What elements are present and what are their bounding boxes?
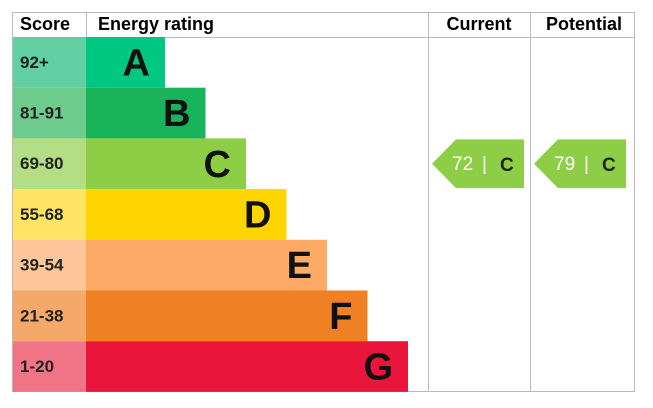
- rating-bar: [86, 37, 165, 88]
- potential-separator: |: [584, 154, 589, 175]
- rating-bar: [86, 290, 368, 342]
- score-label: 39-54: [20, 256, 64, 275]
- score-cell: [13, 290, 86, 342]
- score-cell: [13, 37, 86, 88]
- current-rating: C: [500, 155, 514, 176]
- rating-letter: A: [123, 42, 150, 84]
- score-label: 1-20: [20, 357, 54, 376]
- rating-letter: E: [287, 245, 312, 287]
- score-label: 92+: [20, 53, 49, 72]
- rating-bar: [86, 239, 327, 291]
- score-cell: [13, 341, 86, 392]
- header-potential: Potential: [546, 14, 622, 34]
- rating-letter: F: [329, 296, 352, 338]
- score-cell: [13, 87, 86, 139]
- potential-arrow: [534, 139, 626, 189]
- rating-bar: [86, 341, 408, 392]
- rating-bar: [86, 189, 287, 240]
- current-separator: |: [482, 154, 487, 175]
- potential-value: 79: [554, 154, 575, 175]
- rating-bar: [86, 87, 206, 139]
- current-arrow: [432, 139, 524, 189]
- score-cell: [13, 189, 86, 240]
- current-value: 72: [452, 154, 473, 175]
- score-label: 81-91: [20, 104, 63, 123]
- header-rating: Energy rating: [98, 14, 214, 34]
- header-current: Current: [446, 14, 511, 34]
- rating-bar: [86, 138, 246, 190]
- rating-letter: D: [244, 194, 271, 236]
- rating-letter: C: [204, 144, 231, 186]
- score-label: 21-38: [20, 306, 63, 325]
- rating-letter: G: [363, 347, 393, 389]
- score-cell: [13, 239, 86, 291]
- rating-letter: B: [163, 93, 190, 135]
- score-label: 69-80: [20, 154, 63, 173]
- potential-rating: C: [602, 155, 616, 176]
- score-label: 55-68: [20, 205, 63, 224]
- header-score: Score: [20, 14, 70, 34]
- score-cell: [13, 138, 86, 190]
